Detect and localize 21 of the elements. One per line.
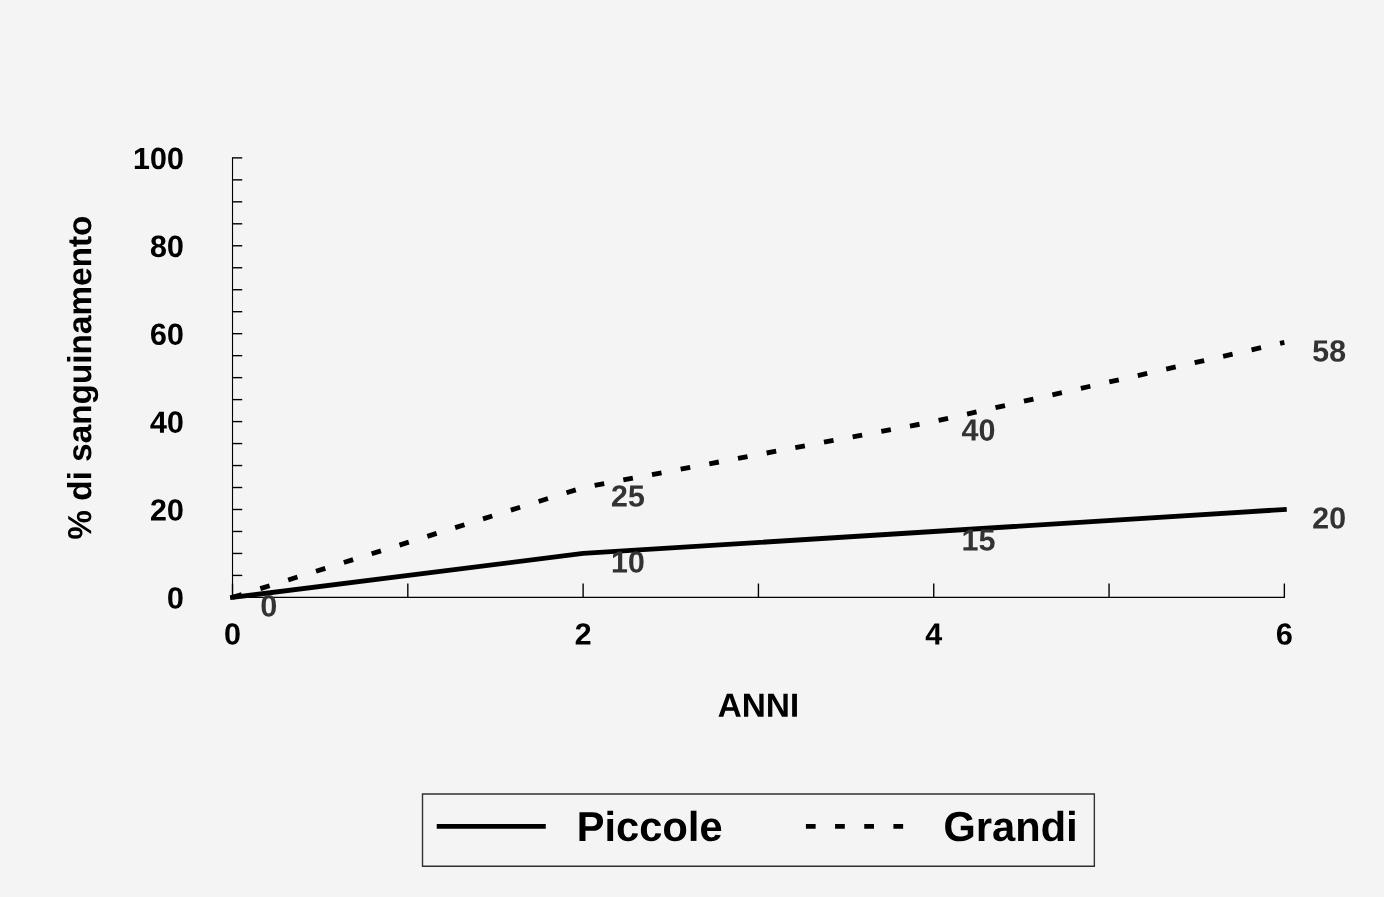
data-label: 15: [963, 529, 995, 551]
legend-label: Grandi: [945, 810, 1075, 842]
y-tick-label: 40: [150, 411, 183, 433]
legend-label: Piccole: [579, 810, 722, 842]
x-tick-label: 4: [925, 623, 943, 645]
data-label: 25: [611, 485, 645, 507]
y-tick-label: 20: [150, 499, 183, 521]
x-tick-label: 6: [1276, 623, 1292, 645]
y-tick-label: 100: [134, 147, 183, 170]
y-tick-label: 0: [168, 587, 183, 609]
y-tick-label: 80: [150, 235, 183, 258]
data-label: 10: [612, 551, 644, 573]
data-label: 58: [1313, 340, 1346, 362]
data-label: 20: [1313, 507, 1345, 529]
y-axis-title: % di sanguinamento: [66, 216, 99, 539]
data-label: 0: [261, 595, 277, 617]
y-tick-label: 60: [151, 323, 183, 346]
x-axis-title: ANNI: [718, 693, 797, 717]
data-label: 40: [961, 419, 995, 441]
x-tick-label: 0: [225, 623, 240, 645]
x-tick-label: 2: [575, 623, 591, 645]
